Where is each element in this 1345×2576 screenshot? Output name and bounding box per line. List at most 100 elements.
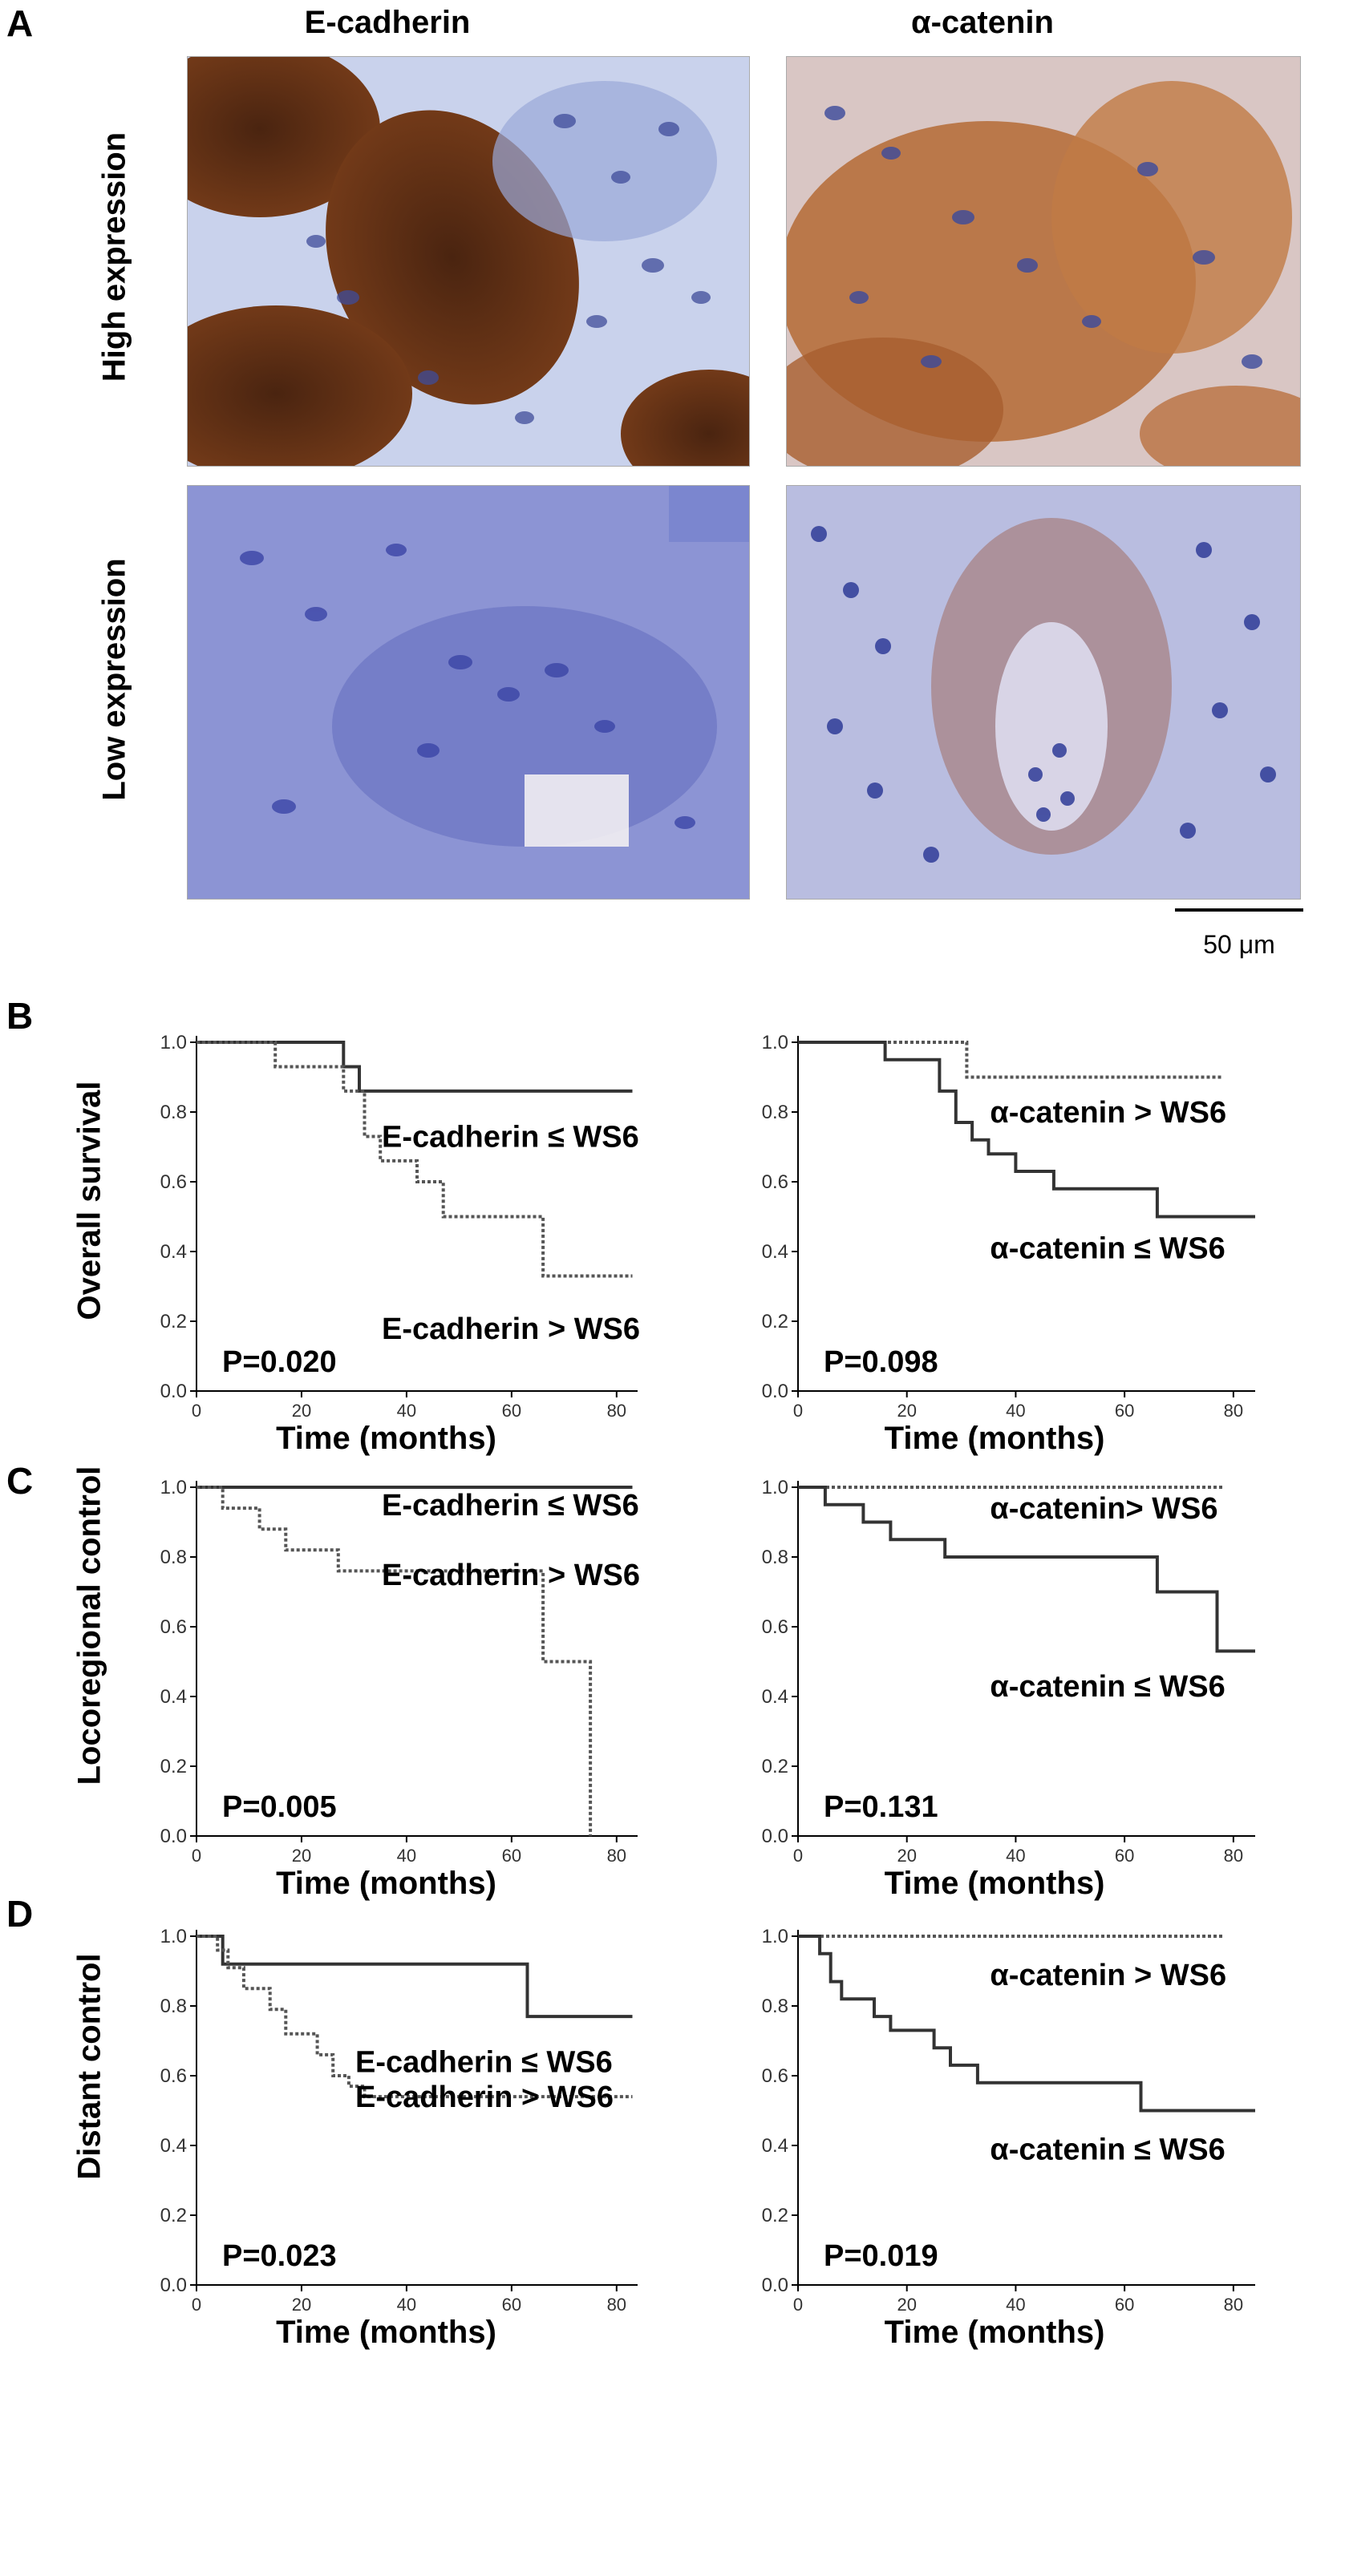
chart-b-left-xtick-label: 20	[292, 1401, 311, 1421]
chart-d-left-ytick-label: 0.4	[160, 2135, 187, 2157]
chart-b-left-xtick-label: 40	[397, 1401, 416, 1421]
chart-d-left-series-dotted	[196, 1935, 633, 2099]
chart-b-left-pvalue: P=0.020	[222, 1345, 337, 1379]
chart-b-left-xtick-label: 0	[192, 1401, 201, 1421]
column-header-e-cadherin: E-cadherin	[304, 5, 471, 40]
chart-b-right-ytick-label: 0.0	[762, 1381, 788, 1402]
chart-c-right-xlabel: Time (months)	[885, 1866, 1105, 1901]
chart-d-right-ytick-label: 1.0	[762, 1926, 788, 1947]
chart-d-left-pvalue: P=0.023	[222, 2239, 337, 2273]
micrograph-alpha-catenin-low	[786, 485, 1301, 900]
chart-d-right-xtick-label: 20	[897, 2295, 916, 2315]
chart-b-left-ytick-label: 0.0	[160, 1381, 187, 1402]
chart-b-left-series-label: E-cadherin > WS6	[382, 1312, 640, 1346]
chart-c-left-ytick-label: 0.8	[160, 1547, 187, 1568]
chart-c-right-ytick-label: 0.8	[762, 1547, 788, 1568]
chart-b-left-xlabel: Time (months)	[276, 1421, 496, 1456]
column-header-alpha-catenin: α-catenin	[911, 5, 1054, 40]
chart-c-left-pvalue: P=0.005	[222, 1790, 337, 1824]
chart-c-left-xlabel: Time (months)	[276, 1866, 496, 1901]
panel-letter-d: D	[6, 1893, 34, 1935]
chart-b-right-xtick-label: 40	[1006, 1401, 1025, 1421]
chart-d-right-ytick-label: 0.6	[762, 2065, 788, 2087]
chart-b-left-xtick-label: 80	[607, 1401, 626, 1421]
chart-c-right-ytick-label: 0.2	[762, 1756, 788, 1777]
chart-b-left-ytick-label: 0.4	[160, 1241, 187, 1263]
chart-c-right-xtick-label: 80	[1224, 1846, 1243, 1866]
chart-c-left-xtick-label: 60	[502, 1846, 521, 1866]
chart-c-right-ytick-label: 0.4	[762, 1686, 788, 1708]
chart-c-left-xtick-label: 40	[397, 1846, 416, 1866]
chart-c-right-xtick-label: 0	[793, 1846, 803, 1866]
chart-d-right-xtick-label: 60	[1115, 2295, 1134, 2315]
chart-b-right-xtick-label: 80	[1224, 1401, 1243, 1421]
chart-d-left-xtick-label: 60	[502, 2295, 521, 2315]
chart-d-left-ytick-label: 1.0	[160, 1926, 187, 1947]
micrograph-ecadherin-high	[187, 56, 750, 467]
chart-c-left-xtick-label: 80	[607, 1846, 626, 1866]
chart-b-left-ytick-label: 0.6	[160, 1171, 187, 1193]
chart-b-left-ytick-label: 0.2	[160, 1311, 187, 1332]
chart-c-left-ytick-label: 0.2	[160, 1756, 187, 1777]
chart-b-right-xtick-label: 20	[897, 1401, 916, 1421]
chart-c-left-ytick-label: 0.4	[160, 1686, 187, 1708]
scale-bar	[1175, 908, 1303, 912]
chart-b-right-series-label: α-catenin ≤ WS6	[990, 1232, 1225, 1266]
panel-letter-a: A	[6, 2, 34, 44]
chart-c-left-xtick-label: 20	[292, 1846, 311, 1866]
chart-d-right-series-label: α-catenin ≤ WS6	[990, 2133, 1225, 2166]
chart-d-right-series-solid	[798, 1935, 1255, 2113]
chart-d-right-series-label: α-catenin > WS6	[990, 1959, 1226, 1992]
micrograph-ecadherin-low	[187, 485, 750, 900]
chart-b-right-xtick-label: 0	[793, 1401, 803, 1421]
chart-d-right-ytick-label: 0.4	[762, 2135, 788, 2157]
chart-b-right-series-dotted	[798, 1041, 1223, 1079]
chart-d-left-series-label: E-cadherin ≤ WS6	[355, 2046, 613, 2080]
chart-c-left-ytick-label: 0.6	[160, 1616, 187, 1638]
chart-b-left-series-label: E-cadherin ≤ WS6	[382, 1121, 639, 1155]
chart-c-left-series-label: E-cadherin > WS6	[382, 1559, 640, 1592]
chart-c-right-xtick-label: 40	[1006, 1846, 1025, 1866]
chart-d-left-series-label: E-cadherin > WS6	[355, 2081, 614, 2114]
chart-d-right-ytick-label: 0.2	[762, 2205, 788, 2226]
chart-b-left-ytick-label: 1.0	[160, 1032, 187, 1053]
chart-d-right-ytick-label: 0.8	[762, 1996, 788, 2017]
micrograph-alpha-catenin-high	[786, 56, 1301, 467]
chart-d-left-xtick-label: 40	[397, 2295, 416, 2315]
chart-b-right-series-label: α-catenin > WS6	[990, 1096, 1226, 1130]
chart-c-right-ytick-label: 1.0	[762, 1477, 788, 1498]
chart-c-left-ytick-label: 0.0	[160, 1826, 187, 1847]
chart-d-right-xtick-label: 0	[793, 2295, 803, 2315]
chart-b-right-ytick-label: 0.6	[762, 1171, 788, 1193]
scale-bar-label: 50 μm	[1203, 930, 1275, 959]
chart-d-left-xtick-label: 20	[292, 2295, 311, 2315]
chart-d-left-xtick-label: 0	[192, 2295, 201, 2315]
chart-b-left-series-dotted	[196, 1041, 633, 1278]
panel-letter-b: B	[6, 995, 34, 1037]
chart-d-right-xtick-label: 80	[1224, 2295, 1243, 2315]
chart-c-left-series-dotted	[196, 1486, 593, 1836]
chart-b-right-ytick-label: 0.8	[762, 1102, 788, 1123]
chart-b-left-ytick-label: 0.8	[160, 1102, 187, 1123]
chart-d-left-ytick-label: 0.2	[160, 2205, 187, 2226]
chart-d-left-xtick-label: 80	[607, 2295, 626, 2315]
chart-b-right-pvalue: P=0.098	[824, 1345, 938, 1379]
chart-d-right-xtick-label: 40	[1006, 2295, 1025, 2315]
chart-b-right-ytick-label: 0.2	[762, 1311, 788, 1332]
chart-d-right-xlabel: Time (months)	[885, 2315, 1105, 2350]
chart-b-right-ytick-label: 0.4	[762, 1241, 788, 1263]
chart-b-left-series-solid	[196, 1041, 633, 1093]
chart-d-left-series-solid	[196, 1935, 633, 2019]
chart-c-left-ytick-label: 1.0	[160, 1477, 187, 1498]
chart-c-right-pvalue: P=0.131	[824, 1790, 938, 1824]
chart-c-right-ytick-label: 0.6	[762, 1616, 788, 1638]
chart-c-right-series-label: α-catenin> WS6	[990, 1492, 1217, 1526]
chart-d-left-ytick-label: 0.6	[160, 2065, 187, 2087]
chart-d-left-xlabel: Time (months)	[276, 2315, 496, 2350]
chart-b-left-xtick-label: 60	[502, 1401, 521, 1421]
chart-c-right-series-solid	[798, 1486, 1255, 1653]
chart-c-left-xtick-label: 0	[192, 1846, 201, 1866]
chart-c-right-ytick-label: 0.0	[762, 1826, 788, 1847]
chart-d-left-ytick-label: 0.0	[160, 2275, 187, 2296]
